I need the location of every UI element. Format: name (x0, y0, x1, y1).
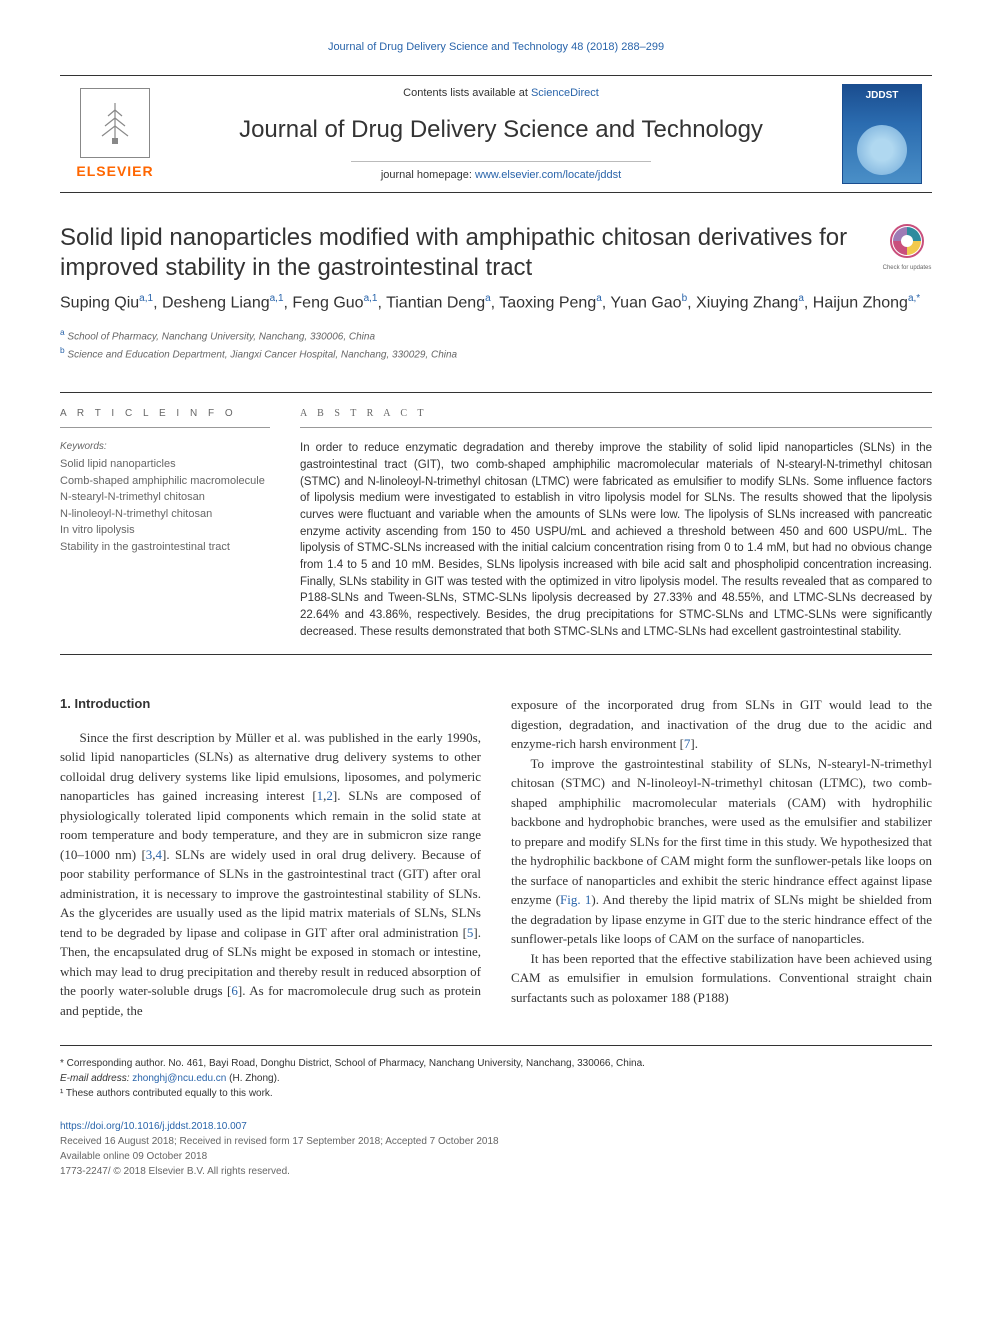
keyword-item: N-stearyl-N-trimethyl chitosan (60, 489, 270, 506)
body-paragraph: exposure of the incorporated drug from S… (511, 695, 932, 754)
abstract-text: In order to reduce enzymatic degradation… (300, 440, 932, 640)
article-title: Solid lipid nanoparticles modified with … (60, 223, 932, 283)
section-heading-introduction: 1. Introduction (60, 695, 481, 713)
equal-contribution-note: ¹ These authors contributed equally to t… (60, 1086, 932, 1101)
body-paragraph: It has been reported that the effective … (511, 949, 932, 1008)
keywords-list: Solid lipid nanoparticles Comb-shaped am… (60, 456, 270, 555)
abstract-column: A B S T R A C T In order to reduce enzym… (290, 393, 932, 654)
contents-text: Contents lists available at (403, 87, 531, 99)
article-history: Received 16 August 2018; Received in rev… (60, 1134, 932, 1149)
email-suffix: (H. Zhong). (226, 1073, 279, 1084)
affiliations: a School of Pharmacy, Nanchang Universit… (60, 326, 932, 363)
journal-homepage-line: journal homepage: www.elsevier.com/locat… (351, 161, 651, 183)
footnotes: * Corresponding author. No. 461, Bayi Ro… (60, 1045, 932, 1101)
keyword-item: Stability in the gastrointestinal tract (60, 539, 270, 556)
keyword-item: Solid lipid nanoparticles (60, 456, 270, 473)
body-paragraph: Since the first description by Müller et… (60, 728, 481, 1021)
keyword-item: In vitro lipolysis (60, 522, 270, 539)
homepage-text: journal homepage: (381, 169, 475, 181)
body-text-left: Since the first description by Müller et… (60, 728, 481, 1021)
body-two-column: 1. Introduction Since the first descript… (60, 695, 932, 1020)
elsevier-tree-icon (80, 88, 150, 158)
contents-list-line: Contents lists available at ScienceDirec… (170, 86, 832, 101)
elsevier-wordmark: ELSEVIER (76, 162, 153, 182)
article-info-column: A R T I C L E I N F O Keywords: Solid li… (60, 393, 290, 654)
body-paragraph: To improve the gastrointestinal stabilit… (511, 754, 932, 949)
check-for-updates-text: Check for updates (882, 265, 932, 272)
abstract-label: A B S T R A C T (300, 407, 932, 428)
corresponding-email-line: E-mail address: zhonghj@ncu.edu.cn (H. Z… (60, 1071, 932, 1086)
author-list: Suping Qiua,1, Desheng Lianga,1, Feng Gu… (60, 291, 932, 315)
body-text-right: exposure of the incorporated drug from S… (511, 695, 932, 1007)
journal-homepage-link[interactable]: www.elsevier.com/locate/jddst (475, 169, 621, 181)
check-for-updates-badge[interactable]: Check for updates (882, 223, 932, 271)
publisher-logo-block: ELSEVIER (60, 88, 170, 182)
journal-masthead: ELSEVIER Contents lists available at Sci… (60, 75, 932, 193)
doi-link[interactable]: https://doi.org/10.1016/j.jddst.2018.10.… (60, 1121, 247, 1132)
keyword-item: N-linoleoyl-N-trimethyl chitosan (60, 506, 270, 523)
journal-cover-thumbnail: JDDST (842, 84, 922, 184)
keyword-item: Comb-shaped amphiphilic macromolecule (60, 473, 270, 490)
corresponding-email-link[interactable]: zhonghj@ncu.edu.cn (132, 1073, 226, 1084)
journal-name: Journal of Drug Delivery Science and Tec… (170, 113, 832, 147)
running-header: Journal of Drug Delivery Science and Tec… (60, 40, 932, 55)
available-online: Available online 09 October 2018 (60, 1149, 932, 1164)
keywords-label: Keywords: (60, 440, 270, 454)
journal-cover-image (857, 125, 907, 175)
publication-info: https://doi.org/10.1016/j.jddst.2018.10.… (60, 1119, 932, 1179)
journal-cover-label: JDDST (866, 89, 899, 103)
affiliation-b: b Science and Education Department, Jian… (60, 344, 932, 362)
sciencedirect-link[interactable]: ScienceDirect (531, 87, 599, 99)
crossmark-icon (889, 223, 925, 259)
corresponding-author-note: * Corresponding author. No. 461, Bayi Ro… (60, 1056, 932, 1071)
copyright-line: 1773-2247/ © 2018 Elsevier B.V. All righ… (60, 1164, 932, 1179)
article-info-label: A R T I C L E I N F O (60, 407, 270, 428)
affiliation-a: a School of Pharmacy, Nanchang Universit… (60, 326, 932, 344)
email-label: E-mail address: (60, 1073, 132, 1084)
